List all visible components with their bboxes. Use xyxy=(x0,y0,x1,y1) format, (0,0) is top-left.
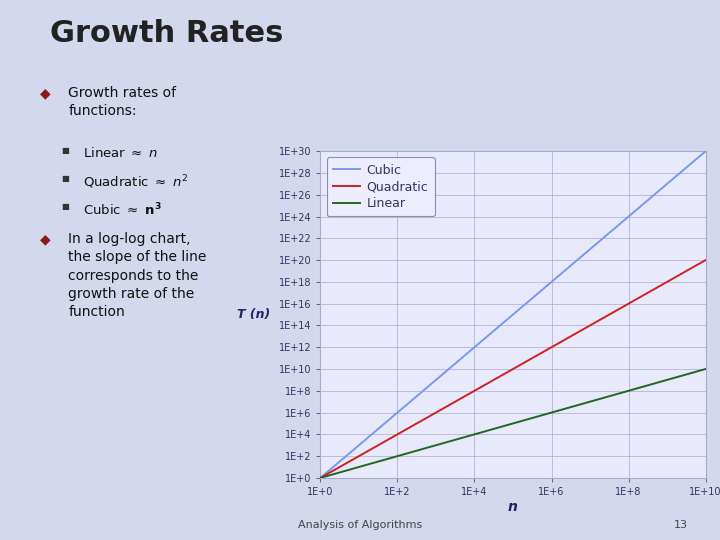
Text: In a log-log chart,
the slope of the line
corresponds to the
growth rate of the
: In a log-log chart, the slope of the lin… xyxy=(68,232,207,319)
Linear xyxy=(384,455,393,462)
Cubic xyxy=(490,327,499,333)
Text: Cubic $\approx$ $\mathbf{n}^{\mathbf{3}}$: Cubic $\approx$ $\mathbf{n}^{\mathbf{3}}… xyxy=(83,202,162,219)
Text: Growth rates of
functions:: Growth rates of functions: xyxy=(68,86,176,118)
Text: ◆: ◆ xyxy=(40,86,50,100)
Text: Linear $\approx$ $n$: Linear $\approx$ $n$ xyxy=(83,146,158,160)
Cubic xyxy=(606,228,615,235)
Quadratic xyxy=(384,436,393,443)
Cubic xyxy=(573,256,582,263)
Linear xyxy=(701,366,710,372)
Cubic xyxy=(701,148,710,154)
Text: Growth Rates: Growth Rates xyxy=(50,19,284,48)
Text: Analysis of Algorithms: Analysis of Algorithms xyxy=(298,520,422,530)
Linear xyxy=(573,402,582,408)
Text: ■: ■ xyxy=(61,174,69,183)
Linear xyxy=(543,410,552,417)
Quadratic xyxy=(316,475,325,481)
Linear xyxy=(316,475,325,481)
Cubic xyxy=(384,417,393,423)
Cubic xyxy=(316,475,325,481)
Quadratic xyxy=(701,257,710,264)
Quadratic xyxy=(415,418,424,425)
Linear xyxy=(490,426,499,432)
Y-axis label: T (n): T (n) xyxy=(237,308,270,321)
Linear xyxy=(606,393,615,399)
Legend: Cubic, Quadratic, Linear: Cubic, Quadratic, Linear xyxy=(327,158,435,217)
Text: ■: ■ xyxy=(61,202,69,211)
Text: Quadratic $\approx$ $n^2$: Quadratic $\approx$ $n^2$ xyxy=(83,174,189,192)
Text: 13: 13 xyxy=(674,520,688,530)
X-axis label: n: n xyxy=(508,500,518,514)
Text: ■: ■ xyxy=(61,146,69,155)
Cubic xyxy=(543,282,552,288)
Linear xyxy=(415,447,424,453)
Quadratic xyxy=(543,346,552,353)
Quadratic xyxy=(490,376,499,383)
Line: Quadratic: Quadratic xyxy=(320,260,706,478)
Line: Linear: Linear xyxy=(320,369,706,478)
Quadratic xyxy=(606,310,615,317)
Line: Cubic: Cubic xyxy=(320,151,706,478)
Cubic xyxy=(415,390,424,397)
Text: ◆: ◆ xyxy=(40,232,50,246)
Quadratic xyxy=(573,329,582,336)
